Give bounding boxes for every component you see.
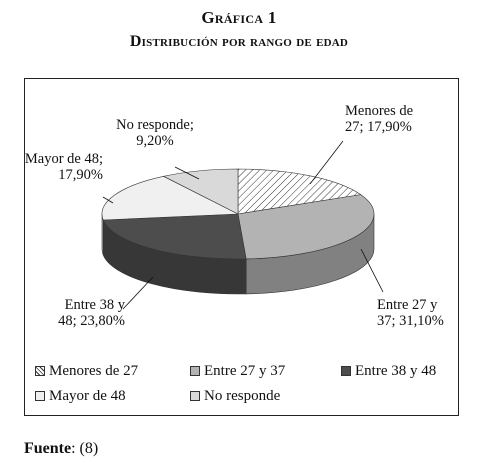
data-label-entre-27-y-37: Entre 27 y 37; 31,10% (377, 297, 444, 329)
pie-slice-entre-38-y-48 (102, 213, 247, 260)
source-note: Fuente: (8) (24, 440, 98, 458)
pie-slice-entre-27-y-37 (237, 194, 375, 260)
legend-item-no-responde: No responde (190, 387, 280, 405)
chart-frame: Menores de 27; 17,90% Entre 27 y 37; 31,10%… (24, 78, 459, 416)
legend-swatch-entre-27-y-37 (190, 366, 200, 376)
legend-item-mayor-de-48: Mayor de 48 (35, 387, 126, 405)
source-label: Fuente (24, 440, 72, 457)
pie-slice-mayor-de-48 (101, 176, 240, 221)
leader-line-menores-de-27 (309, 140, 344, 185)
pie-slice-no-responde (162, 168, 239, 215)
leader-line-no-responde (174, 166, 200, 180)
legend-item-menores-de-27: Menores de 27 (35, 362, 138, 380)
pie-chart: Menores de 27; 17,90% Entre 27 y 37; 31,10%… (25, 103, 444, 329)
legend-label-entre-27-y-37: Entre 27 y 37 (204, 363, 286, 379)
legend-item-entre-27-y-37: Entre 27 y 37 (190, 362, 285, 380)
chart-subtitle: Distribución por rango de edad (129, 33, 349, 50)
leader-line-entre-38-y-48 (122, 276, 154, 310)
chart-title: Gráfica 1 (201, 8, 277, 27)
pie-slice-menores-de-27 (237, 168, 362, 215)
leader-line-entre-27-y-37 (360, 248, 384, 293)
legend-label-entre-38-y-48: Entre 38 y 48 (355, 363, 437, 379)
leader-line-mayor-de-48 (102, 196, 114, 204)
legend-label-no-responde: No responde (204, 388, 281, 404)
data-label-mayor-de-48: Mayor de 48; 17,90% (25, 151, 103, 183)
legend-swatch-no-responde (190, 391, 200, 401)
source-text: : (8) (71, 440, 99, 457)
legend-swatch-mayor-de-48 (35, 391, 45, 401)
legend-swatch-entre-38-y-48 (341, 366, 351, 376)
legend-label-mayor-de-48: Mayor de 48 (49, 388, 126, 404)
legend-swatch-menores-de-27 (35, 366, 45, 376)
legend-label-menores-de-27: Menores de 27 (49, 363, 139, 379)
legend-item-entre-38-y-48: Entre 38 y 48 (341, 362, 436, 380)
data-label-menores-de-27: Menores de 27; 17,90% (345, 103, 413, 135)
data-label-entre-38-y-48: Entre 38 y 48; 23,80% (58, 297, 126, 329)
data-label-no-responde: No responde; 9,20% (116, 117, 194, 149)
